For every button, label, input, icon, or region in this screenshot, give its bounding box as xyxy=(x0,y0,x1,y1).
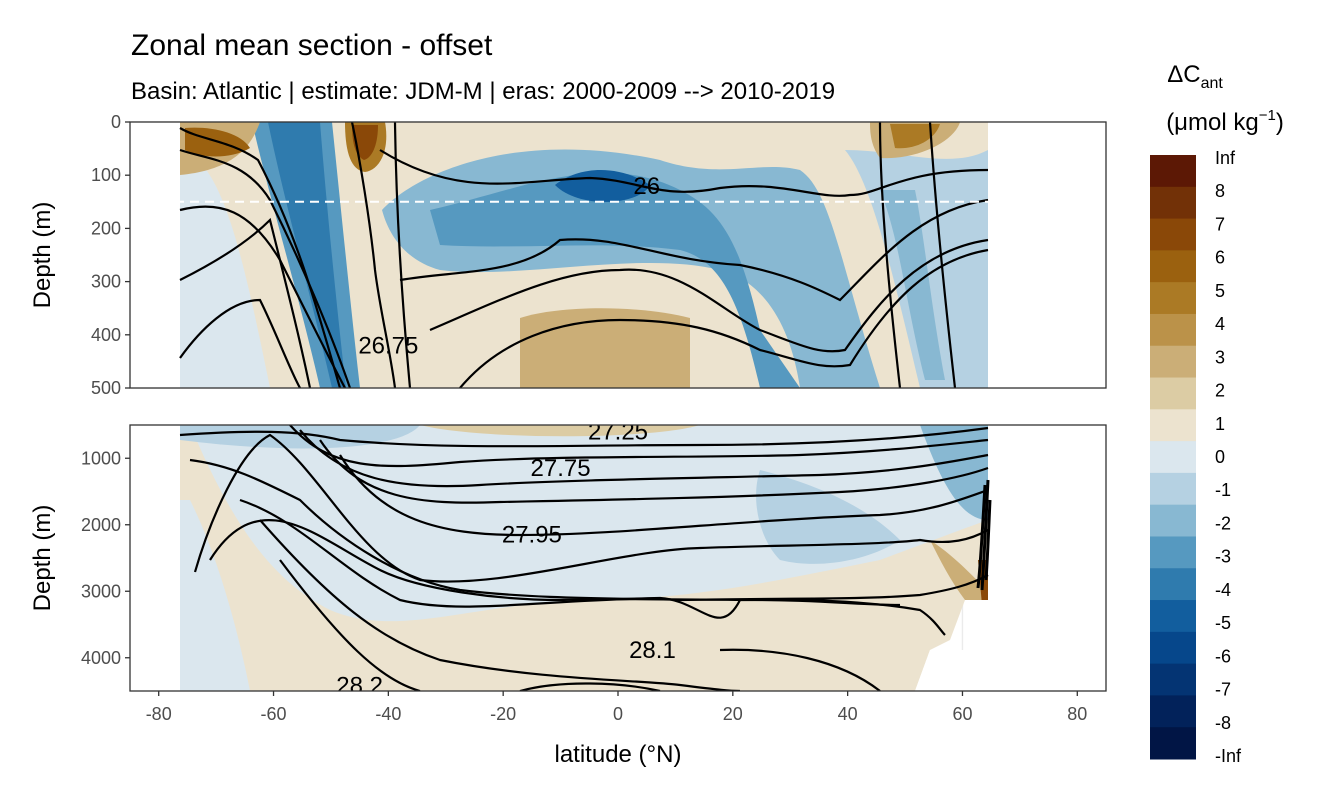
bottom-panel: 27.25 27.75 27.95 28.1 28.2 1000 2000 3000 4000… xyxy=(29,419,1107,724)
colorbar-legend: ΔCant (μmol kg−1) Inf 8 7 6 5 4 3 2 1 0 -1 -2 -3 -4 -5… xyxy=(1150,61,1284,766)
colorbar-label: 2 xyxy=(1215,381,1225,401)
colorbar-label: -7 xyxy=(1215,680,1231,700)
colorbar-swatch xyxy=(1150,600,1196,633)
colorbar-swatch xyxy=(1150,282,1196,315)
y-tick-label: 200 xyxy=(91,218,121,238)
y-tick-label: 0 xyxy=(111,112,121,132)
top-panel-field: 26 26.75 xyxy=(130,122,1106,388)
colorbar-swatch xyxy=(1150,568,1196,601)
y-tick-label: 4000 xyxy=(81,648,121,668)
colorbar-unit-close: ) xyxy=(1276,109,1284,136)
colorbar-swatch xyxy=(1150,186,1196,220)
x-tick-label: 0 xyxy=(613,704,623,724)
top-panel-isopycnals xyxy=(179,122,989,388)
top-panel-y-axis-label: Depth (m) xyxy=(29,202,56,309)
colorbar-label: -5 xyxy=(1215,613,1231,633)
colorbar-label: -6 xyxy=(1215,646,1231,666)
x-axis-ticks: -80 -60 -40 -20 0 20 40 60 80 xyxy=(146,691,1087,724)
colorbar-label: 1 xyxy=(1215,414,1225,434)
x-tick-label: 80 xyxy=(1067,704,1087,724)
colorbar-swatch xyxy=(1150,536,1196,569)
colorbar-title-subscript: ant xyxy=(1201,75,1224,92)
y-tick-label: 500 xyxy=(91,378,121,398)
colorbar-label: 8 xyxy=(1215,181,1225,201)
top-panel-contour-labels: 26 26.75 xyxy=(358,173,660,360)
colorbar-label: 3 xyxy=(1215,347,1225,367)
contour-label: 27.25 xyxy=(588,419,648,446)
colorbar-label: 4 xyxy=(1215,314,1225,334)
colorbar-swatch xyxy=(1150,504,1196,537)
y-tick-label: 1000 xyxy=(81,448,121,468)
colorbar-swatch xyxy=(1150,727,1196,760)
colorbar-label: 7 xyxy=(1215,214,1225,234)
top-panel: 26 26.75 0 100 200 300 400 500 Depth (m) xyxy=(29,112,1107,398)
y-tick-label: 100 xyxy=(91,165,121,185)
colorbar-swatches xyxy=(1150,155,1196,760)
colorbar-label: -4 xyxy=(1215,580,1231,600)
contour-label: 28.2 xyxy=(336,673,383,700)
colorbar-unit: (μmol kg−1) xyxy=(1166,107,1284,136)
colorbar-swatch xyxy=(1150,377,1196,410)
top-panel-y-ticks: 0 100 200 300 400 500 xyxy=(91,112,130,398)
x-axis-label: latitude (°N) xyxy=(555,741,682,768)
colorbar-label: -3 xyxy=(1215,547,1231,567)
x-tick-label: 60 xyxy=(952,704,972,724)
colorbar-labels: Inf 8 7 6 5 4 3 2 1 0 -1 -2 -3 -4 -5 -6 -7 -8 -Inf xyxy=(1215,148,1242,766)
colorbar-swatch xyxy=(1150,250,1196,283)
colorbar-label: -1 xyxy=(1215,480,1231,500)
bottom-panel-contour-labels: 27.25 27.75 27.95 28.1 28.2 xyxy=(336,419,676,700)
y-tick-label: 400 xyxy=(91,325,121,345)
colorbar-swatch xyxy=(1150,409,1196,442)
colorbar-unit-superscript: −1 xyxy=(1259,107,1276,124)
bottom-panel-edge-contours xyxy=(976,479,992,591)
y-tick-label: 300 xyxy=(91,272,121,292)
bottom-panel-field: 27.25 27.75 27.95 28.1 28.2 xyxy=(130,419,1106,700)
x-tick-label: -80 xyxy=(146,704,172,724)
x-tick-label: 20 xyxy=(723,704,743,724)
bottom-panel-isopycnals xyxy=(179,425,989,691)
contour-label: 27.75 xyxy=(531,455,591,482)
colorbar-label: -8 xyxy=(1215,713,1231,733)
chart-subtitle: Basin: Atlantic | estimate: JDM-M | eras… xyxy=(131,78,835,105)
colorbar-label: 5 xyxy=(1215,281,1225,301)
x-tick-label: -40 xyxy=(375,704,401,724)
contour-label: 27.95 xyxy=(502,522,562,549)
contour-label: 26 xyxy=(633,173,660,200)
colorbar-swatch xyxy=(1150,441,1196,474)
bottom-panel-y-ticks: 1000 2000 3000 4000 xyxy=(81,448,130,668)
contour-label: 26.75 xyxy=(358,332,418,359)
colorbar-unit-main: (μmol kg xyxy=(1166,109,1259,136)
x-tick-label: -60 xyxy=(261,704,287,724)
colorbar-label: Inf xyxy=(1215,148,1236,168)
chart-title: Zonal mean section - offset xyxy=(131,29,493,62)
x-tick-label: 40 xyxy=(838,704,858,724)
x-tick-label: -20 xyxy=(490,704,516,724)
contour-label: 28.1 xyxy=(629,637,676,664)
colorbar-swatch xyxy=(1150,472,1196,506)
colorbar-label: 6 xyxy=(1215,248,1225,268)
colorbar-title-main: ΔC xyxy=(1167,61,1200,88)
colorbar-swatch xyxy=(1150,663,1196,696)
colorbar-swatch xyxy=(1150,313,1196,347)
bottom-panel-y-axis-label: Depth (m) xyxy=(29,505,56,612)
colorbar-swatch xyxy=(1150,218,1196,251)
y-tick-label: 3000 xyxy=(81,581,121,601)
colorbar-swatch xyxy=(1150,631,1196,665)
colorbar-label: 0 xyxy=(1215,447,1225,467)
colorbar-label: -2 xyxy=(1215,513,1231,533)
colorbar-swatch xyxy=(1150,695,1196,728)
y-tick-label: 2000 xyxy=(81,515,121,535)
colorbar-label: -Inf xyxy=(1215,746,1242,766)
top-panel-border xyxy=(129,121,1107,389)
colorbar-swatch xyxy=(1150,345,1196,379)
colorbar-title: ΔCant xyxy=(1167,61,1223,92)
colorbar-swatch xyxy=(1150,155,1196,188)
